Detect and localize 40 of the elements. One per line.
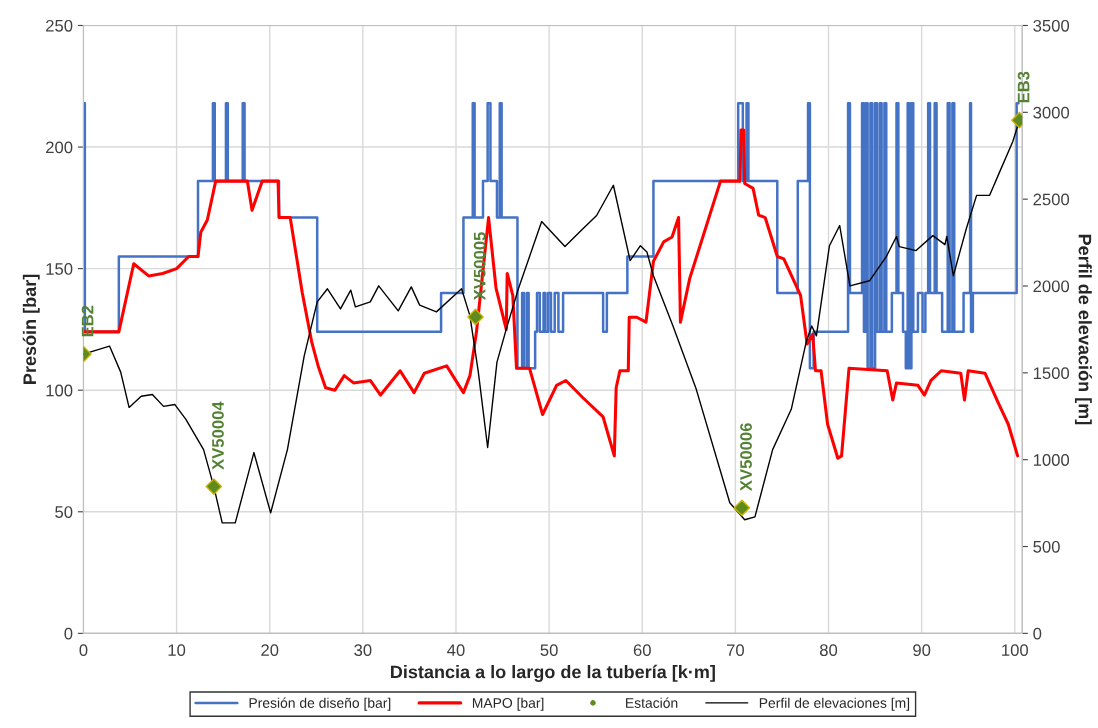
point (733, 499, 751, 517)
legend-label: Perfil de elevaciones [m] (759, 697, 910, 711)
annotation: EB2 (81, 305, 94, 337)
y2-tick-label: 1000 (1033, 454, 1070, 466)
x-tick-label: 60 (633, 644, 651, 657)
y2-tick-label: 0 (1033, 627, 1042, 640)
y-tick-label: 150 (46, 263, 73, 275)
y-tick-label: 50 (55, 506, 73, 518)
x-tick-label: 50 (540, 644, 558, 657)
annotation: XV50004 (212, 401, 224, 470)
y-axis-title: Presóin [bar] (22, 274, 40, 384)
x-tick-label: 30 (354, 644, 372, 657)
x-axis-title: Distancia a lo largo de la tubería [k·m] (391, 664, 715, 682)
y2-tick-label: 500 (1033, 540, 1060, 553)
annotation: EB3 (1017, 71, 1030, 103)
point (467, 308, 484, 326)
x-tick-label: 20 (261, 644, 279, 657)
y2-axis-title: Perfil de elevación [m] (1074, 234, 1092, 425)
y2-tick-label: 2000 (1033, 280, 1070, 293)
y-tick-label: 200 (46, 141, 73, 154)
y2-tick-label: 3000 (1033, 106, 1070, 119)
y2-tick-label: 1500 (1033, 367, 1070, 380)
legend-label: Estación (626, 697, 678, 708)
x-tick-label: 100 (1002, 644, 1029, 657)
legend-label: Presión de diseño [bar] (249, 697, 391, 711)
y-tick-label: 100 (46, 384, 73, 397)
y-tick-label: 250 (46, 19, 73, 32)
y-tick-label: 0 (64, 627, 73, 640)
annotation: XV50006 (740, 423, 752, 491)
annotation: XV50005 (473, 232, 486, 301)
y2-tick-label: 2500 (1033, 193, 1070, 206)
x-tick-label: 40 (447, 644, 465, 657)
x-tick-label: 70 (726, 644, 744, 657)
x-tick-label: 90 (913, 644, 931, 657)
legend-label: MAPO [bar] (472, 697, 544, 711)
x-tick-label: 80 (819, 644, 838, 657)
y2-tick-label: 3500 (1033, 19, 1070, 32)
point (205, 478, 223, 495)
x-tick-label: 10 (168, 644, 186, 657)
x-tick-label: 0 (79, 644, 88, 657)
